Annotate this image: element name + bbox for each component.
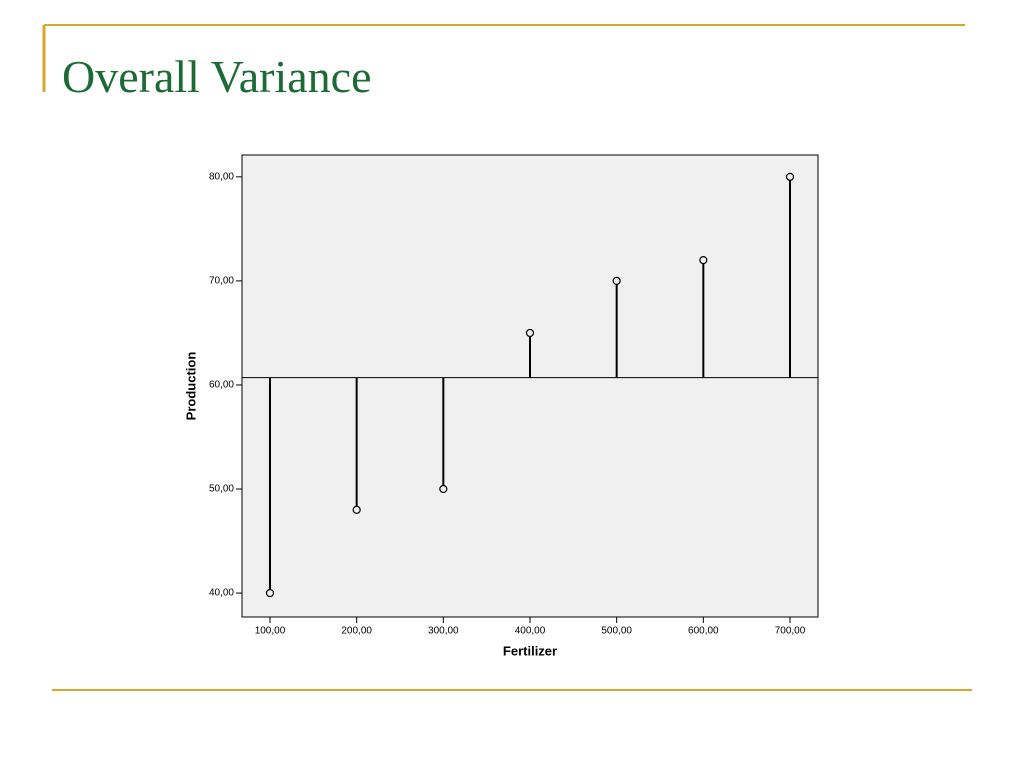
point [525,328,535,338]
x-tick-label: 100,00 [255,626,286,637]
plot-area [241,154,819,618]
y-tick-label: 50,00 [209,484,234,495]
point [265,588,275,598]
point [439,484,448,494]
point [612,276,621,286]
x-axis-title: Fertilizer [503,643,557,658]
y-tick-label: 60,00 [209,380,234,391]
point [699,255,708,265]
x-tick-label: 200,00 [341,626,372,637]
x-tick-label: 300,00 [428,626,459,637]
y-tick-label: 70,00 [209,276,234,287]
y-tick-label: 80,00 [209,171,234,182]
y-axis-title: Production [183,352,198,421]
y-tick-label: 40,00 [209,588,234,599]
x-tick-label: 500,00 [601,626,632,637]
point [352,505,361,514]
x-tick-label: 700,00 [775,626,806,637]
point [785,172,795,181]
slide-title: Overall Variance [62,51,372,102]
x-tick-label: 400,00 [515,626,546,637]
x-tick-label: 600,00 [688,626,719,637]
